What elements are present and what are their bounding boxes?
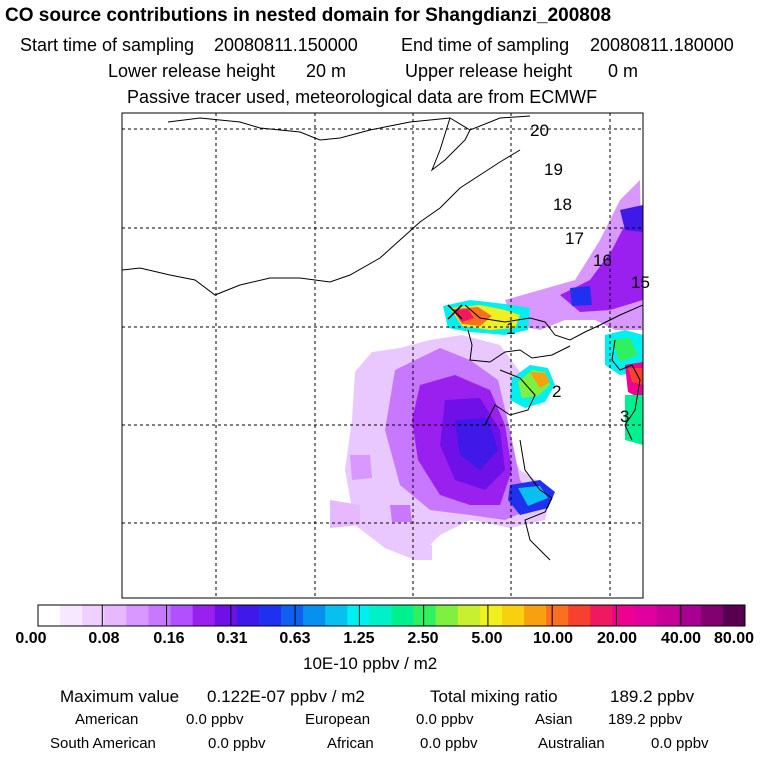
start-time-label: Start time of sampling	[20, 35, 195, 55]
colorbar-tick-label: 0.08	[88, 630, 120, 647]
plume-region	[455, 418, 498, 470]
max-value-label: Maximum value	[60, 687, 180, 706]
colorbar-tick-label: 2.50	[407, 630, 439, 647]
colorbar-tick-label: 0.00	[15, 630, 47, 647]
map-frame	[121, 112, 644, 599]
colorbar-units: 10E-10 ppbv / m2	[303, 654, 438, 673]
region-value-african: 0.0 ppbv	[420, 735, 478, 752]
tracer-note: Passive tracer used, meteorological data…	[127, 87, 598, 107]
start-time-value: 20080811.150000	[214, 35, 358, 55]
traj-label: 16	[593, 251, 612, 270]
traj-label: 20	[530, 121, 549, 140]
region-name-australian: Australian	[538, 735, 605, 752]
upper-release-label: Upper release height	[405, 61, 573, 81]
plume-region	[570, 286, 592, 306]
plume-region	[390, 505, 412, 522]
traj-label: 3	[620, 407, 629, 426]
traj-label: 1	[506, 319, 515, 338]
region-name-south-american: South American	[50, 735, 156, 752]
plume-layer	[330, 180, 643, 560]
max-value: 0.122E-07 ppbv / m2	[207, 687, 365, 706]
region-value-asian: 189.2 ppbv	[608, 711, 683, 728]
plume-region	[620, 205, 643, 232]
colorbar-tick-label: 0.16	[153, 630, 185, 647]
plume-region	[350, 455, 372, 480]
plume-region	[518, 486, 548, 506]
region-value-south-american: 0.0 ppbv	[208, 735, 266, 752]
plume-region	[625, 395, 643, 445]
colorbar-tick-label: 40.00	[660, 630, 702, 647]
end-time-label: End time of sampling	[401, 35, 570, 55]
region-name-asian: Asian	[535, 711, 573, 728]
colorbar-tick-label: 20.00	[596, 630, 638, 647]
region-name-american: American	[75, 711, 139, 728]
colorbar-tick-label: 0.63	[279, 630, 311, 647]
total-mixing-label: Total mixing ratio	[430, 687, 558, 706]
colorbar-tick-label: 1.25	[343, 630, 375, 647]
plot-title: CO source contributions in nested domain…	[5, 5, 612, 26]
region-name-african: African	[327, 735, 374, 752]
traj-label: 18	[553, 195, 572, 214]
upper-release-value: 0 m	[608, 61, 639, 81]
region-value-european: 0.0 ppbv	[416, 711, 474, 728]
border-line	[122, 149, 521, 296]
trajectory-labels: 20 19 18 17 16 15 1 2 3	[506, 121, 650, 426]
coastline	[467, 329, 571, 363]
end-time-value: 20080811.180000	[590, 35, 734, 55]
traj-label: 17	[565, 229, 584, 248]
plume-region	[330, 500, 360, 528]
region-name-european: European	[305, 711, 371, 728]
colorbar-tick-label: 0.31	[216, 630, 248, 647]
colorbar-tick-label: 5.00	[471, 630, 503, 647]
plume-region	[415, 545, 432, 560]
border-line	[430, 117, 471, 172]
lower-release-value: 20 m	[306, 61, 347, 81]
plume-region	[453, 309, 474, 322]
plume-region	[560, 210, 643, 312]
total-mixing-value: 189.2 ppbv	[610, 687, 695, 706]
traj-label: 15	[631, 273, 650, 292]
plume-region	[612, 338, 638, 362]
traj-label: 2	[552, 382, 561, 401]
source-marker	[447, 304, 463, 320]
region-value-american: 0.0 ppbv	[186, 711, 244, 728]
concentration-map: 20 19 18 17 16 15 1 2 3	[121, 112, 650, 599]
coastline	[519, 439, 553, 561]
coastline	[611, 339, 641, 441]
colorbar-tick-label: 10.00	[532, 630, 574, 647]
colorbar-tick-label: 80.00	[713, 630, 755, 647]
coastline	[464, 304, 643, 341]
plume-region	[530, 372, 550, 388]
traj-label: 19	[544, 160, 563, 179]
map-grid	[122, 113, 643, 598]
coastlines	[122, 115, 643, 561]
lower-release-label: Lower release height	[108, 61, 276, 81]
plume-region	[628, 368, 643, 385]
region-value-australian: 0.0 ppbv	[651, 735, 709, 752]
coastline	[484, 369, 536, 426]
